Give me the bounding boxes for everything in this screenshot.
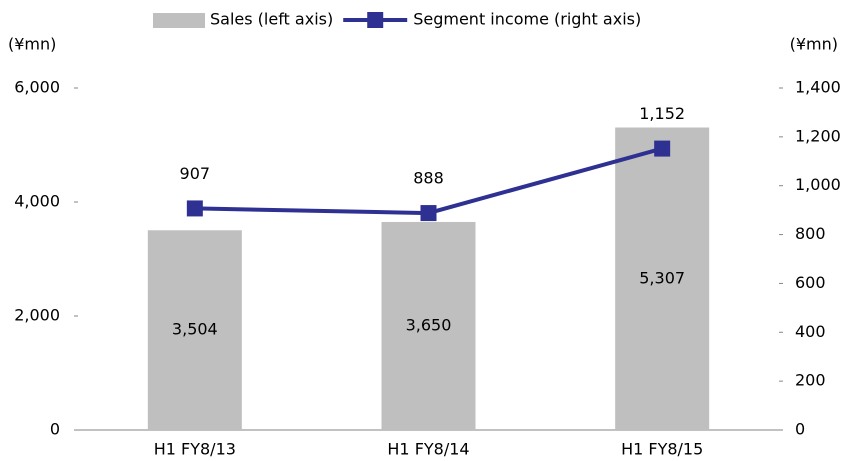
y2-tick-label: 400 (795, 322, 826, 341)
y-tick-label: 0 (50, 420, 60, 439)
line-marker (654, 140, 671, 157)
x-tick-label: H1 FY8/14 (387, 440, 469, 459)
line-value-label: 907 (180, 164, 211, 183)
line-marker (186, 200, 203, 217)
y-axis-unit: (¥mn) (8, 35, 56, 54)
legend-swatch (153, 13, 205, 28)
y2-tick-label: 600 (795, 273, 826, 292)
y2-tick-label: 1,000 (795, 175, 841, 194)
bar-value-label: 5,307 (639, 268, 685, 287)
y2-tick-label: 1,200 (795, 126, 841, 145)
y2-tick-label: 800 (795, 224, 826, 243)
y-tick-label: 2,000 (14, 306, 60, 325)
bar (381, 221, 476, 430)
x-tick-label: H1 FY8/15 (621, 440, 703, 459)
bar-value-label: 3,650 (406, 315, 452, 334)
legend-label: Sales (left axis) (210, 10, 333, 29)
bar (615, 127, 710, 430)
line-value-label: 888 (413, 169, 444, 188)
bar-value-label: 3,504 (172, 320, 218, 339)
legend-swatch (367, 12, 384, 28)
y2-tick-label: 1,400 (795, 78, 841, 97)
y2-axis-unit: (¥mn) (790, 35, 838, 54)
y-tick-label: 6,000 (14, 78, 60, 97)
y-tick-label: 4,000 (14, 192, 60, 211)
bar (147, 230, 242, 430)
line-marker (420, 205, 437, 222)
x-tick-label: H1 FY8/13 (154, 440, 236, 459)
line-value-label: 1,152 (639, 104, 685, 123)
y2-tick-label: 200 (795, 371, 826, 390)
y2-tick-label: 0 (795, 420, 805, 439)
legend-label: Segment income (right axis) (413, 10, 641, 29)
